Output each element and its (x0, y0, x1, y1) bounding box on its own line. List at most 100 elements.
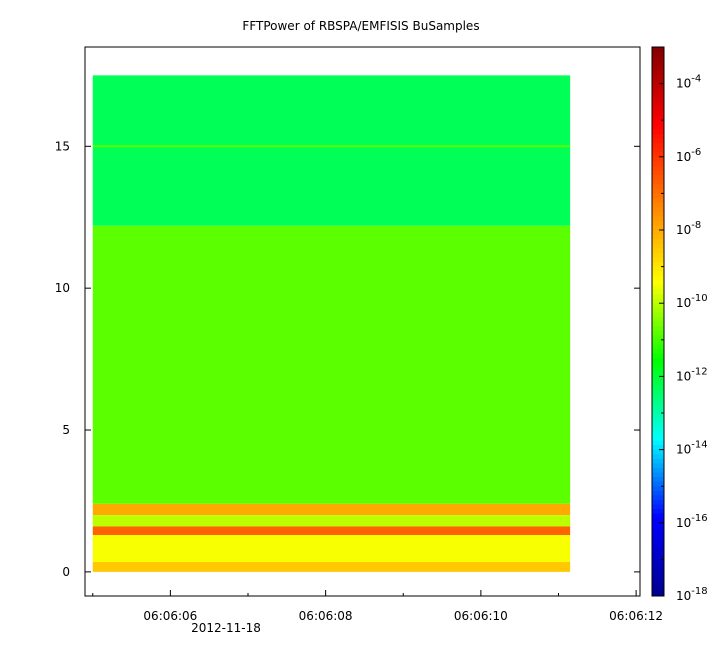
colorbar-segment (652, 303, 664, 309)
colorbar-segment (652, 133, 664, 139)
colorbar-segment (652, 294, 664, 300)
colorbar-segment (652, 541, 664, 547)
colorbar-segment (652, 65, 664, 71)
colorbar-segment (652, 353, 664, 359)
colorbar-segment (652, 499, 664, 505)
colorbar-segment (652, 449, 664, 455)
colorbar-tick-label: 10-12 (676, 366, 708, 383)
colorbar-segment (652, 88, 664, 94)
colorbar-segment (652, 321, 664, 327)
y-tick-label: 0 (62, 565, 70, 579)
colorbar-segment (652, 326, 664, 332)
colorbar-segment (652, 175, 664, 181)
colorbar-segment (652, 330, 664, 336)
colorbar-segment (652, 394, 664, 400)
colorbar-segment (652, 120, 664, 126)
colorbar-segment (652, 509, 664, 515)
colorbar-segment (652, 435, 664, 441)
colorbar-tick-label: 10-18 (676, 586, 708, 603)
colorbar-segment (652, 417, 664, 423)
heatmap-band-2 (92, 503, 571, 516)
colorbar-segment (652, 426, 664, 432)
x-tick-label: 06:06:06 (143, 609, 197, 623)
colorbar-segment (652, 568, 664, 574)
colorbar-segment (652, 225, 664, 231)
colorbar-segment (652, 248, 664, 254)
colorbar-segment (652, 298, 664, 304)
colorbar-segment (652, 97, 664, 103)
colorbar-segment (652, 445, 664, 451)
colorbar-segment (652, 335, 664, 341)
colorbar-tick-label: 10-16 (676, 513, 708, 530)
colorbar-segment (652, 106, 664, 112)
colorbar-segment (652, 591, 664, 597)
y-axis: 0 5 10 15 (55, 139, 640, 579)
colorbar-segment (652, 143, 664, 149)
colorbar-tick-label: 10-6 (676, 147, 701, 164)
colorbar-segment (652, 408, 664, 414)
x-tick-label: 06:06:08 (299, 609, 353, 623)
colorbar-segment (652, 463, 664, 469)
colorbar-segment (652, 152, 664, 158)
colorbar-segment (652, 197, 664, 204)
colorbar-segment (652, 399, 664, 405)
colorbar-segment (652, 111, 664, 117)
colorbar-segment (652, 531, 664, 538)
colorbar-segment (652, 243, 664, 249)
heatmap-band-6 (92, 561, 571, 572)
colorbar-segment (652, 275, 664, 281)
chart-title: FFTPower of RBSPA/EMFISIS BuSamples (242, 19, 479, 33)
heatmap-band-5 (92, 535, 571, 562)
colorbar-segment (652, 486, 664, 492)
y-tick-label: 15 (55, 139, 70, 153)
heatmap-band-1 (92, 225, 571, 504)
colorbar-segment (652, 454, 664, 460)
colorbar-segment (652, 312, 664, 318)
colorbar-segment (652, 586, 664, 592)
x-axis-date-label: 2012-11-18 (191, 621, 261, 635)
colorbar-segment (652, 518, 664, 524)
colorbar-segment (652, 262, 664, 268)
colorbar-segment (652, 362, 664, 368)
x-tick-label: 06:06:10 (454, 609, 508, 623)
colorbar-segment (652, 573, 664, 579)
colorbar-tick-label: 10-8 (676, 220, 701, 237)
colorbar-segment (652, 289, 664, 295)
colorbar-segment (652, 193, 664, 199)
colorbar-segment (652, 216, 664, 222)
x-axis: 06:06:06 06:06:08 06:06:10 06:06:12 (92, 590, 663, 623)
colorbar-segment (652, 380, 664, 387)
colorbar-segment (652, 472, 664, 478)
colorbar-segment (652, 554, 664, 560)
colorbar-segment (652, 51, 664, 57)
y-tick-label: 10 (55, 281, 70, 295)
colorbar-segment (652, 536, 664, 542)
colorbar-segment (652, 495, 664, 501)
colorbar-segment (652, 376, 664, 382)
colorbar-segment (652, 74, 664, 80)
colorbar-segment (652, 577, 664, 583)
colorbar-segment (652, 385, 664, 391)
colorbar-segment (652, 339, 664, 345)
colorbar-segment (652, 165, 664, 172)
colorbar-segment (652, 234, 664, 240)
colorbar-segment (652, 582, 664, 588)
colorbar-segment (652, 559, 664, 565)
colorbar-segment (652, 257, 664, 263)
colorbar-segment (652, 280, 664, 286)
colorbar-segment (652, 481, 664, 487)
y-tick-label: 5 (62, 423, 70, 437)
colorbar-segment (652, 129, 664, 135)
colorbar-segment (652, 56, 664, 62)
colorbar-segment (652, 79, 664, 85)
colorbar-tick-label: 10-10 (676, 293, 708, 310)
colorbar-segment (652, 147, 664, 153)
colorbar-segment (652, 47, 664, 53)
colorbar-segment (652, 202, 664, 208)
colorbar-segment (652, 371, 664, 377)
colorbar-segment (652, 550, 664, 556)
colorbar-segment (652, 440, 664, 446)
heatmap (92, 75, 571, 572)
colorbar-segment (652, 138, 664, 144)
colorbar-segment (652, 458, 664, 464)
